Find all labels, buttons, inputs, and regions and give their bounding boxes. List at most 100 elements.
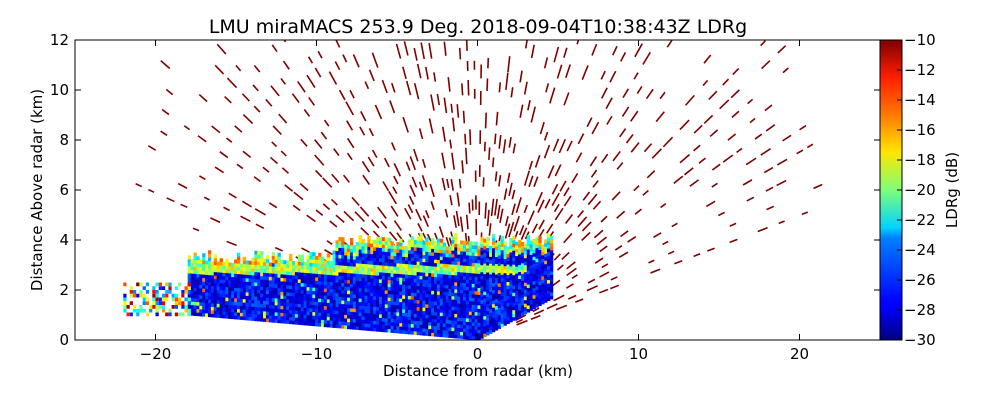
cloud-cell <box>353 298 356 302</box>
cloud-cell <box>437 312 440 316</box>
cloud-cell <box>205 296 208 300</box>
cloud-cell <box>492 237 495 241</box>
cloud-cell <box>521 266 524 270</box>
cloud-cell <box>466 241 469 245</box>
cloud-cell <box>527 260 530 264</box>
cloud-cell <box>420 286 423 290</box>
cloud-cell <box>196 305 199 309</box>
speckle-mark <box>612 192 620 200</box>
speckle-mark <box>623 89 628 98</box>
cloud-cell <box>269 266 272 270</box>
cloud-cell <box>475 245 478 249</box>
cloud-cell <box>501 271 504 275</box>
cloud-cell <box>443 243 446 247</box>
cloud-cell <box>257 265 260 269</box>
cloud-cell <box>478 270 481 274</box>
cloud-cell <box>214 282 217 286</box>
cloud-cell <box>501 299 504 303</box>
cloud-cell <box>292 303 295 307</box>
speckle-mark <box>243 151 251 157</box>
cloud-cell <box>475 284 478 288</box>
cloud-cell <box>486 286 489 290</box>
cloud-cell <box>315 316 318 320</box>
cloud-cell <box>321 278 324 282</box>
speckle-mark <box>254 177 261 182</box>
cloud-cell <box>399 305 402 309</box>
cloud-cell <box>498 322 501 326</box>
speckle-mark <box>553 139 558 151</box>
cloud-cell <box>382 304 385 308</box>
cloud-cell <box>449 254 452 258</box>
cloud-cell <box>530 265 533 269</box>
cloud-cell <box>425 332 428 336</box>
cloud-cell <box>512 264 515 268</box>
speckle-mark <box>373 150 377 158</box>
cloud-cell <box>498 266 501 270</box>
cloud-cell <box>301 311 304 315</box>
cloud-cell <box>260 311 263 315</box>
speckle-mark <box>557 65 561 79</box>
cloud-cell <box>524 286 527 290</box>
speckle-mark <box>516 197 521 213</box>
cloud-cell <box>451 278 454 282</box>
cloud-cell <box>335 261 338 265</box>
cloud-cell <box>446 309 449 313</box>
cloud-cell <box>417 317 420 321</box>
cloud-cell <box>495 257 498 261</box>
cloud-cell <box>240 316 243 320</box>
cloud-cell <box>246 303 249 307</box>
cloud-cell <box>518 279 521 283</box>
cloud-cell <box>196 298 199 302</box>
cloud-cell <box>196 281 199 285</box>
cloud-cell <box>362 274 365 278</box>
speckle-mark <box>578 211 584 218</box>
cloud-cell <box>324 274 327 278</box>
cloud-cell <box>220 304 223 308</box>
y-tick-label: 10 <box>50 81 69 99</box>
cloud-cell <box>321 285 324 289</box>
speckle-mark <box>601 216 607 222</box>
cloud-cell <box>506 310 509 314</box>
cloud-cell <box>370 240 373 244</box>
cloud-cell <box>408 257 411 261</box>
cloud-cell <box>289 310 292 314</box>
cloud-cell <box>362 288 365 292</box>
cloud-cell <box>463 279 466 283</box>
cloud-cell <box>521 287 524 291</box>
cloud-cell <box>330 303 333 307</box>
cloud-cell <box>469 269 472 273</box>
cloud-cell <box>414 240 417 244</box>
speckle-mark <box>392 143 395 151</box>
cloud-cell <box>356 316 359 320</box>
cloud-cell <box>228 298 231 302</box>
cloud-cell <box>495 278 498 282</box>
cloud-cell <box>495 253 498 257</box>
cloud-cell <box>402 257 405 261</box>
cloud-cell <box>492 283 495 287</box>
cloud-cell <box>228 308 231 312</box>
cloud-cell <box>353 315 356 319</box>
cloud-cell <box>211 314 214 318</box>
cloud-cell <box>414 289 417 293</box>
cloud-cell <box>472 305 475 309</box>
cloud-cell <box>396 316 399 320</box>
cloud-cell <box>550 236 553 240</box>
cloud-cell <box>544 299 547 303</box>
cloud-cell <box>341 269 344 273</box>
cloud-cell <box>422 290 425 294</box>
cloud-cell <box>411 317 414 321</box>
cloud-cell <box>512 271 515 275</box>
cloud-cell <box>547 273 550 277</box>
cloud-cell <box>506 278 509 282</box>
cloud-cell <box>321 313 324 317</box>
speckle-mark <box>668 251 674 254</box>
cloud-cell <box>217 311 220 315</box>
cloud-cell <box>231 284 234 288</box>
cloud-cell <box>191 263 194 267</box>
speckle-mark <box>253 85 258 91</box>
cloud-cell <box>550 296 553 300</box>
cloud-cell <box>443 327 446 331</box>
cloud-cell <box>385 329 388 333</box>
speckle-mark <box>486 113 487 129</box>
edge-cell <box>168 313 171 317</box>
